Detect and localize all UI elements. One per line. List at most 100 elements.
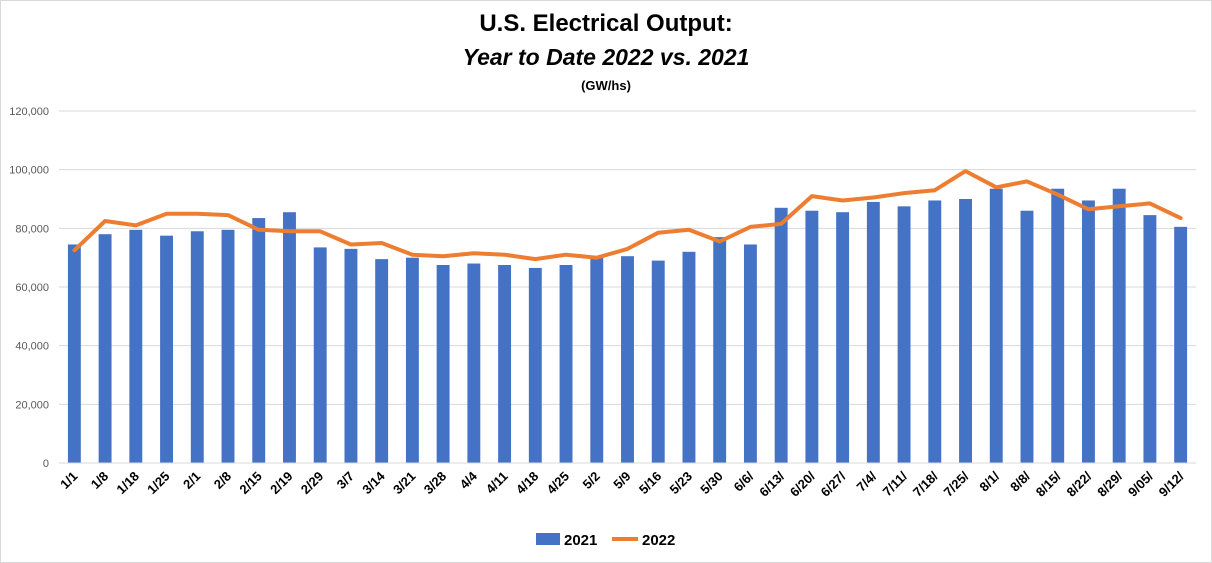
point-2022 xyxy=(257,228,261,232)
point-2022 xyxy=(165,212,169,216)
x-tick-label: 6/27/ xyxy=(818,468,849,499)
point-2022 xyxy=(871,196,875,200)
bar-2021 xyxy=(590,257,604,463)
bar-2021 xyxy=(621,256,634,463)
x-tick-label: 8/15/ xyxy=(1033,468,1064,499)
point-2022 xyxy=(410,253,414,257)
x-tick-label: 3/21 xyxy=(390,469,419,498)
bar-2021 xyxy=(897,206,911,464)
point-2022 xyxy=(134,223,138,227)
point-2022 xyxy=(748,225,752,229)
x-tick-label: 2/19 xyxy=(267,469,296,498)
x-tick-label: 7/25/ xyxy=(941,468,972,499)
x-tick-label: 5/9 xyxy=(610,469,633,492)
point-2022 xyxy=(964,169,968,173)
point-2022 xyxy=(1086,207,1090,211)
y-tick-label: 20,000 xyxy=(15,399,49,411)
bar-2021 xyxy=(959,199,972,463)
point-2022 xyxy=(349,242,353,246)
x-tick-label: 2/8 xyxy=(211,469,234,492)
x-tick-label: 3/7 xyxy=(334,469,357,492)
point-2022 xyxy=(656,231,660,235)
x-tick-label: 8/8/ xyxy=(1007,468,1033,494)
point-2022 xyxy=(1179,216,1183,220)
x-tick-label: 5/30 xyxy=(697,469,726,498)
bar-2021 xyxy=(405,257,419,463)
x-tick-label: 7/4/ xyxy=(854,468,880,494)
point-2022 xyxy=(503,253,507,257)
x-tick-label: 7/18/ xyxy=(910,468,941,499)
bar-2021 xyxy=(313,247,327,463)
point-2022 xyxy=(287,229,291,233)
y-tick-label: 0 xyxy=(43,458,49,470)
bar-2021 xyxy=(283,212,296,463)
bar-2021 xyxy=(989,188,1003,463)
line-2022 xyxy=(72,169,1183,262)
point-2022 xyxy=(687,228,691,232)
legend-label-2022: 2022 xyxy=(642,532,675,549)
point-2022 xyxy=(318,229,322,233)
point-2022 xyxy=(564,253,568,257)
bar-2021 xyxy=(682,251,696,463)
point-2022 xyxy=(103,219,107,223)
chart-title: U.S. Electrical Output: xyxy=(479,10,733,37)
bar-2021 xyxy=(190,231,204,463)
bar-2021 xyxy=(1020,210,1034,463)
bar-2021 xyxy=(928,200,942,463)
x-tick-label: 6/13/ xyxy=(756,468,787,499)
point-2022 xyxy=(841,198,845,202)
bar-2021 xyxy=(467,263,481,463)
bar-2021 xyxy=(805,210,819,463)
x-tick-label: 3/14 xyxy=(359,468,388,497)
point-2022 xyxy=(810,194,814,198)
chart-subtitle: Year to Date 2022 vs. 2021 xyxy=(462,44,750,70)
y-tick-label: 100,000 xyxy=(9,165,49,177)
x-tick-label: 8/29/ xyxy=(1094,468,1125,499)
bar-2021 xyxy=(1143,215,1157,463)
x-tick-label: 4/18 xyxy=(513,469,542,498)
legend-label-2021: 2021 xyxy=(564,532,597,549)
y-tick-label: 60,000 xyxy=(15,282,49,294)
legend-swatch-2021 xyxy=(536,533,560,545)
point-2022 xyxy=(1056,193,1060,197)
x-tick-label: 2/29 xyxy=(298,469,327,498)
point-2022 xyxy=(472,251,476,255)
bar-2021 xyxy=(67,244,81,463)
point-2022 xyxy=(1025,179,1029,183)
point-2022 xyxy=(1148,201,1152,205)
y-tick-label: 40,000 xyxy=(15,341,49,353)
point-2022 xyxy=(994,185,998,189)
bar-2021 xyxy=(528,267,542,463)
bar-2021 xyxy=(1174,226,1188,463)
x-tick-label: 7/11/ xyxy=(880,468,911,499)
x-tick-label: 9/12/ xyxy=(1156,468,1187,499)
chart-units: (GW/hs) xyxy=(581,78,631,93)
bar-2021 xyxy=(866,201,880,463)
x-tick-label: 1/1 xyxy=(57,469,80,492)
bar-2021 xyxy=(498,265,512,463)
x-tick-label: 9/05/ xyxy=(1125,468,1156,499)
x-tick-label: 4/25 xyxy=(544,469,573,498)
point-2022 xyxy=(595,256,599,260)
point-2022 xyxy=(626,247,629,251)
point-2022 xyxy=(226,213,230,217)
bar-2021 xyxy=(774,207,788,463)
x-tick-label: 1/8 xyxy=(88,469,111,492)
bar-2021 xyxy=(160,235,174,463)
point-2022 xyxy=(441,254,445,258)
bar-2021 xyxy=(129,229,143,463)
point-2022 xyxy=(779,222,783,226)
x-tick-label: 5/2 xyxy=(580,469,603,492)
bar-2021 xyxy=(651,260,665,463)
y-tick-label: 80,000 xyxy=(15,223,49,235)
x-tick-label: 8/22/ xyxy=(1064,468,1095,499)
bar-2021 xyxy=(743,244,757,463)
point-2022 xyxy=(718,240,722,244)
y-tick-label: 120,000 xyxy=(9,106,49,118)
bar-2021 xyxy=(252,218,266,463)
point-2022 xyxy=(933,188,937,192)
bar-2021 xyxy=(1051,188,1065,463)
bar-2021 xyxy=(98,234,112,463)
point-2022 xyxy=(72,248,76,252)
